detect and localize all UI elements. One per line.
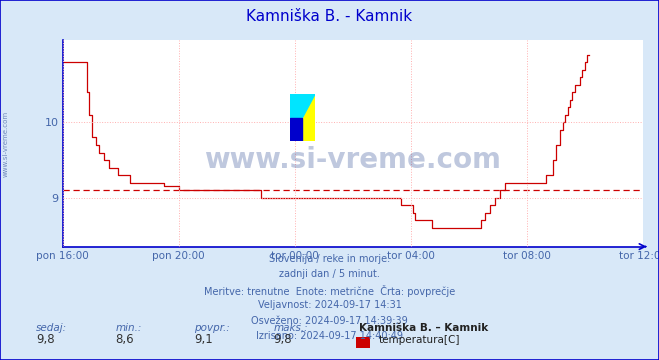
Text: temperatura[C]: temperatura[C] xyxy=(379,334,461,345)
Text: povpr.:: povpr.: xyxy=(194,323,230,333)
Text: maks.:: maks.: xyxy=(273,323,308,333)
Text: 9,8: 9,8 xyxy=(36,333,55,346)
Text: 8,6: 8,6 xyxy=(115,333,134,346)
Polygon shape xyxy=(290,94,315,141)
Text: www.si-vreme.com: www.si-vreme.com xyxy=(204,146,501,174)
Text: Meritve: trenutne  Enote: metrične  Črta: povprečje: Meritve: trenutne Enote: metrične Črta: … xyxy=(204,285,455,297)
Text: Osveženo: 2024-09-17 14:39:39: Osveženo: 2024-09-17 14:39:39 xyxy=(251,316,408,326)
Text: sedaj:: sedaj: xyxy=(36,323,67,333)
Text: zadnji dan / 5 minut.: zadnji dan / 5 minut. xyxy=(279,269,380,279)
Text: Veljavnost: 2024-09-17 14:31: Veljavnost: 2024-09-17 14:31 xyxy=(258,300,401,310)
Text: Slovenija / reke in morje.: Slovenija / reke in morje. xyxy=(269,254,390,264)
Polygon shape xyxy=(290,118,302,141)
Polygon shape xyxy=(290,94,315,141)
Text: min.:: min.: xyxy=(115,323,142,333)
Text: 9,8: 9,8 xyxy=(273,333,292,346)
Text: Kamniška B. – Kamnik: Kamniška B. – Kamnik xyxy=(359,323,488,333)
Text: Izrisano: 2024-09-17 14:40:49: Izrisano: 2024-09-17 14:40:49 xyxy=(256,331,403,341)
Text: Kamniška B. - Kamnik: Kamniška B. - Kamnik xyxy=(246,9,413,24)
Text: www.si-vreme.com: www.si-vreme.com xyxy=(2,111,9,177)
Text: 9,1: 9,1 xyxy=(194,333,213,346)
